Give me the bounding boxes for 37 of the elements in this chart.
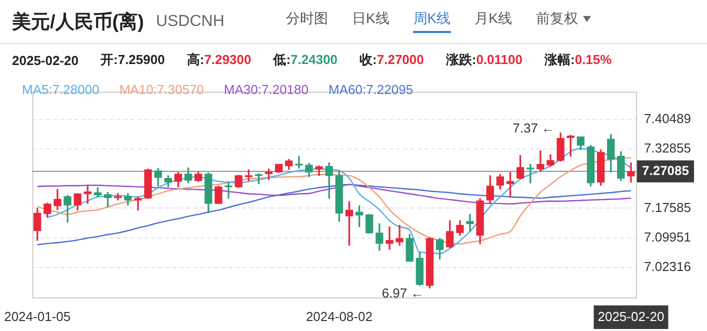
x-tick-label: 2024-08-02 [306,308,372,324]
text: MA60:7.22095 [328,82,414,97]
text: 2025-02-20 [12,52,78,68]
text: MA30:7.20180 [224,82,308,97]
candlestick [295,156,303,169]
text: 分时图 [286,10,328,28]
y-tick-label: 7.17585 [644,200,692,215]
line-series [36,184,632,246]
text: MA10:7.30570 [119,82,204,97]
text: 日K线 [352,10,390,28]
text: 涨跌:0.01100 [446,51,522,69]
annotation: 7.37 ← [512,120,555,136]
chart-subtitle: USDCNH [156,12,226,30]
text: 开:7.25900 [100,51,165,69]
text: 低:7.24300 [273,51,338,69]
y-tick-label: 7.02316 [644,259,692,274]
text: MA5:7.28000 [22,82,100,97]
text: 涨幅:0.15% [544,51,612,69]
candlestick [466,214,474,232]
candlestick [134,196,142,210]
text: 收:7.27000 [360,51,424,69]
y-tick-label: 7.32855 [644,140,692,156]
candlestick [224,182,232,198]
x-tick-label: 2024-01-05 [4,308,71,324]
text: 高:7.29300 [186,51,252,69]
text: 周K线 [413,10,451,33]
chart-title: 美元/人民币(离) [12,10,144,34]
candlestick [396,224,404,246]
candlestick [386,226,394,250]
text: 月K线 [474,10,512,28]
annotation: 6.97 ← [382,286,424,301]
x-tick-label: 2025-02-20 [598,308,664,324]
ref-line-label: 7.27085 [642,162,690,178]
text: 前复权 [536,10,579,28]
y-tick-label: 7.40489 [644,110,692,126]
candlestick [627,162,635,183]
y-tick-label: 7.09951 [644,229,692,244]
